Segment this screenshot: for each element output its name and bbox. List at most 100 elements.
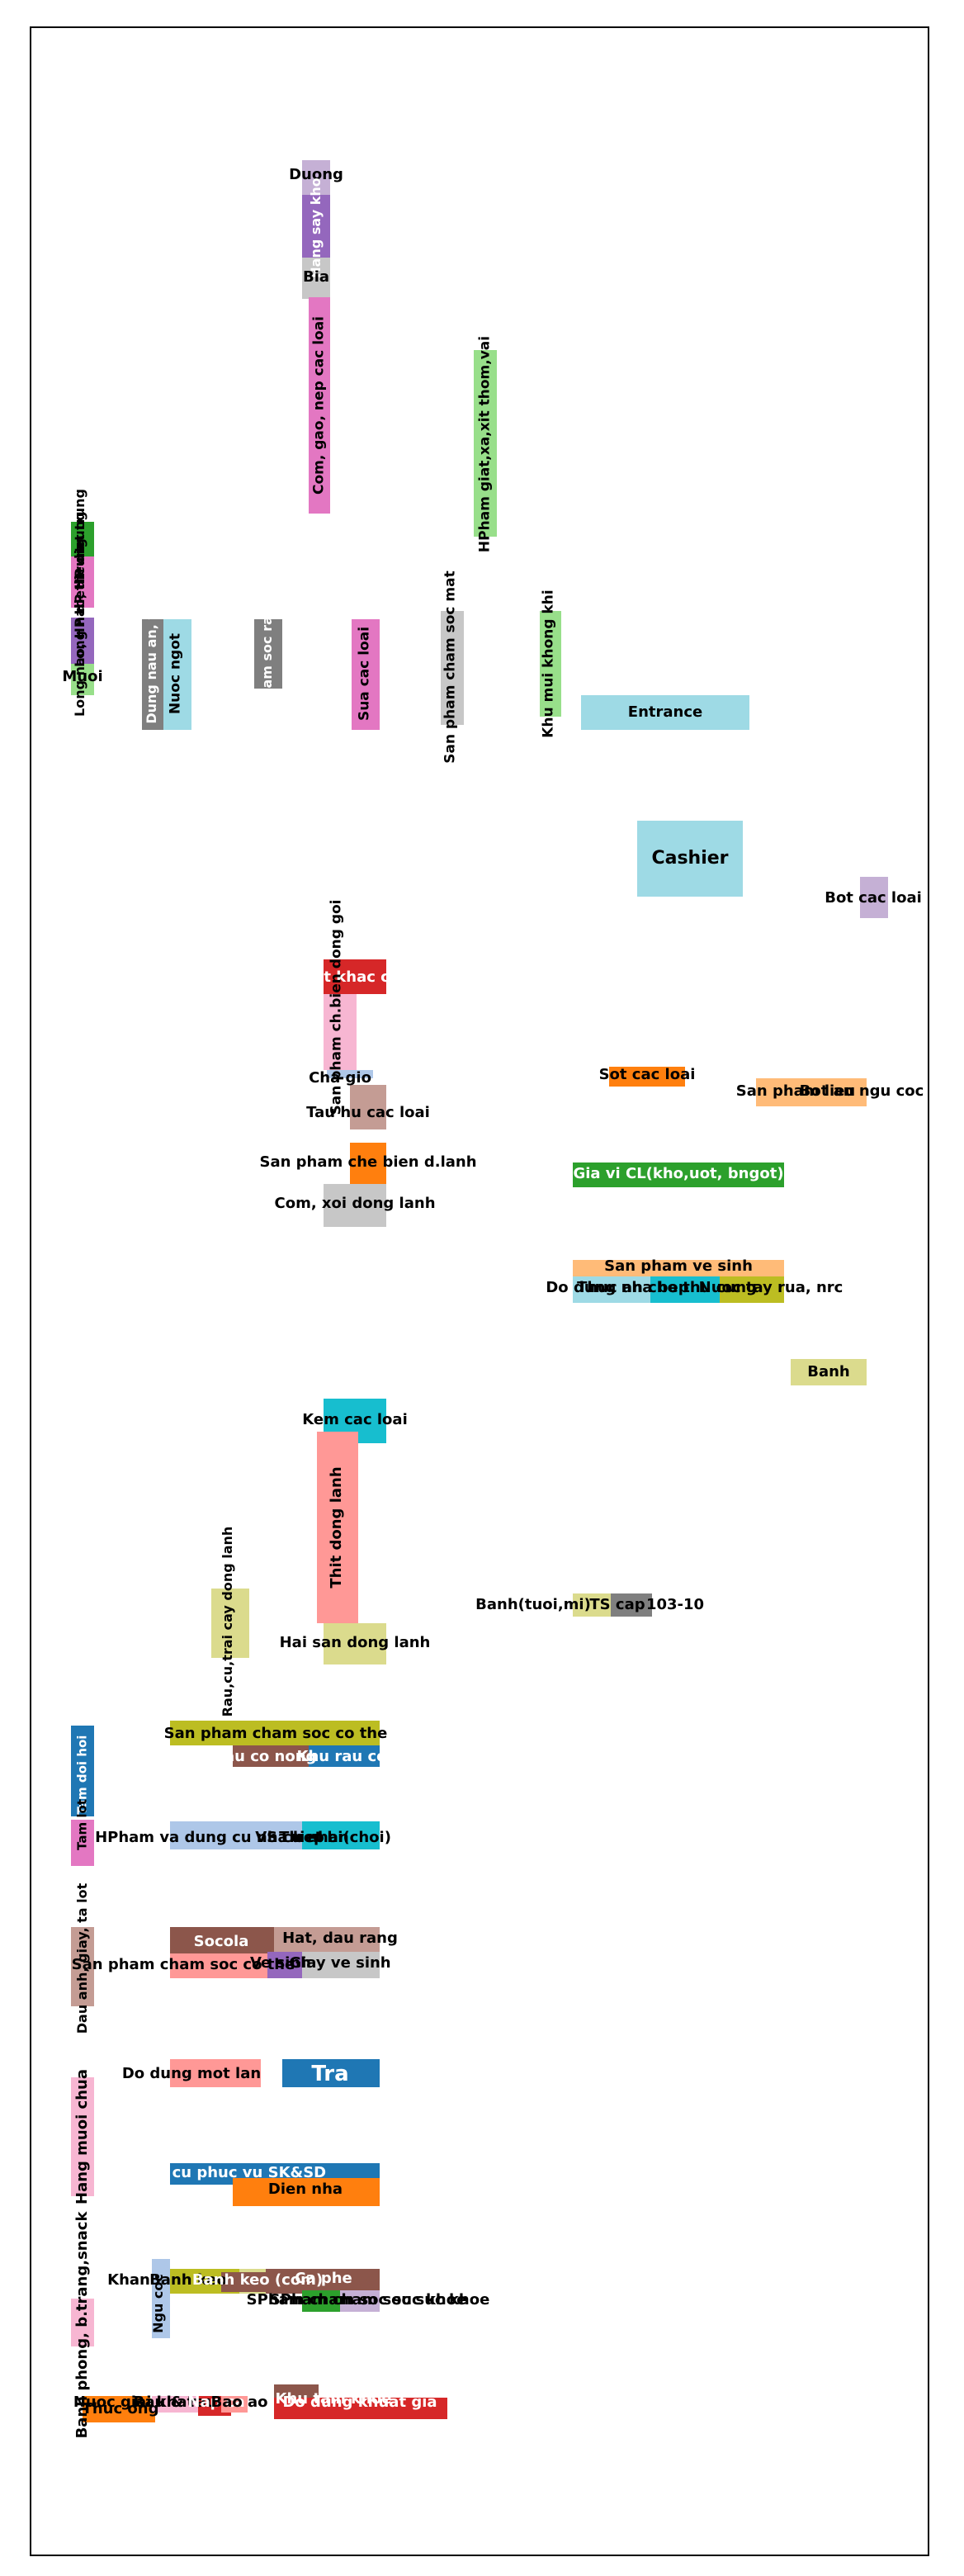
zone-bia bbox=[302, 258, 330, 299]
zone-dien-nha bbox=[233, 2178, 380, 2206]
zone-label-vs-cu-nhan: VS cu nhan bbox=[255, 1829, 349, 1846]
zone-label-sot-cac-loai: Sot cac loai bbox=[598, 1066, 696, 1083]
zone-label-do-dung-khuat-gia: Do dung khuat gia bbox=[282, 2394, 437, 2411]
zone-label-banh-tuoi-mi: Banh(tuoi,mi) bbox=[475, 1596, 591, 1613]
zone-label-khu-tam-khoe: Khu tam khoe bbox=[275, 2390, 392, 2408]
zone-label-do-dung-nha-bep: Do dung nha bep bbox=[546, 1279, 689, 1296]
zone-label-nuoc-giai-khat: Nuoc giai khat bbox=[73, 2394, 195, 2411]
zone-label-muoi: Muoi bbox=[62, 668, 103, 685]
zone-label-dien-nha: Dien nha bbox=[267, 2181, 343, 2198]
zone-label-ca-phe: Ca phe bbox=[295, 2270, 352, 2287]
zone-label-nuoc-tay-rua-nrc: Nuoc tay rua, nrc bbox=[698, 1279, 844, 1296]
zone-label-khan: Khan bbox=[107, 2271, 150, 2289]
zone-label-bia: Bia bbox=[302, 268, 330, 286]
zone-label-dat-khac-cac: Dat khac cac bbox=[301, 968, 409, 986]
zone-label-hpham-va-dung-cu-nha-bep: HPham va dung cu nha bep bbox=[95, 1829, 324, 1846]
zone-dat-khac-cac bbox=[324, 959, 386, 994]
zone-nuoc-tay-rua-nrc bbox=[720, 1276, 784, 1303]
zone-label-thuc-an-cho-thu-cung: Thuc an cho thu cung bbox=[577, 1279, 757, 1296]
zone-thiet-bi-choi bbox=[302, 1821, 380, 1849]
zone-banh-keo-com bbox=[221, 2272, 269, 2292]
zone-gia-vi-cl-kho-uot-bngot bbox=[573, 1163, 784, 1187]
zone-label-hang-muoi-chua: Hang muoi chua bbox=[73, 2069, 91, 2204]
zone-label-tau-hu-cac-loai: Tau hu cac loai bbox=[306, 1104, 430, 1121]
floor-plan-frame bbox=[30, 26, 929, 2556]
zone-entrance bbox=[581, 695, 749, 730]
zone-label-rau-rau: Rau & rau bbox=[133, 2394, 217, 2411]
zone-banh bbox=[791, 1359, 867, 1385]
zone-label-bot-cac-loai: Bot cac loai bbox=[825, 889, 922, 907]
zone-label-103-10: 103-10 bbox=[645, 1596, 705, 1613]
zone-spham-cham-soc-suc-khoe bbox=[340, 2290, 380, 2312]
zone-hpham-va-dung-cu-nha-bep bbox=[170, 1821, 312, 1849]
zone-label-socola: Socola bbox=[193, 1933, 249, 1950]
zone-san-pham-ch-bien-dong-goi bbox=[324, 994, 357, 1070]
zone-lau-co-nong bbox=[233, 1745, 309, 1767]
zone-label-dung-cu-phuc-vu-sk-sd: Dung cu phuc vu SK&SD bbox=[122, 2164, 327, 2181]
zone-cashier bbox=[637, 821, 743, 897]
zone-label-thiet-bi-choi: Thiet bi(choi) bbox=[279, 1829, 391, 1846]
zone-label-long-nao-hp-diet-trung: Long nao, HP diet trung bbox=[72, 538, 87, 717]
zone-hai-san-dong-lanh bbox=[324, 1623, 386, 1664]
zone-label-khu-rau-co: Khu rau co bbox=[296, 1748, 387, 1765]
zone-hat-dau-rang bbox=[274, 1927, 380, 1953]
zone-banh-phong-b-trang-snack bbox=[71, 2299, 94, 2346]
zone-label-san-pham-cham-soc-co-the: San pham cham soc co the bbox=[163, 1725, 388, 1742]
zone-label-lau-co-nong: Lau co nong bbox=[215, 1748, 317, 1765]
zone-label-spham-cham-soc-suc-khoe: SPham cham soc suc khoe bbox=[246, 2291, 467, 2308]
zone-nuoc-ngot bbox=[163, 619, 191, 730]
zone-label-thit-dong-lanh: Thit dong lanh bbox=[328, 1466, 345, 1589]
zone-label-bot-an-ngu-coc: Bot an ngu coc bbox=[799, 1082, 924, 1100]
zone-label-nap-ca: Nap ca bbox=[187, 2394, 245, 2411]
zone-label-san-pham-ve-sinh: San pham ve sinh bbox=[604, 1257, 753, 1275]
zone-label-hai-san-dong-lanh: Hai san dong lanh bbox=[279, 1634, 431, 1651]
zone-san-pham-cham-soc-co-the bbox=[170, 1953, 269, 1978]
zone-label-san-pham-cham-soc-co-the: San pham cham soc co the bbox=[71, 1956, 295, 1973]
zone-hang-muoi-chua bbox=[71, 2077, 94, 2196]
zone-thuc-an-cho-thu-cung bbox=[650, 1276, 720, 1303]
zone-bot-cac-loai bbox=[860, 877, 888, 918]
zone-san-pham-cham-soc-co-the bbox=[170, 1721, 380, 1745]
zone-sot-cac-loai bbox=[609, 1067, 685, 1087]
zone-label-hang-say-kho: Hang say kho bbox=[308, 178, 324, 278]
zone-muoi bbox=[71, 664, 94, 695]
zone-bot-an-ngu-coc bbox=[756, 1078, 867, 1106]
zone-hp-dieu-trung bbox=[71, 522, 94, 556]
zone-ve-sinh bbox=[267, 1952, 304, 1978]
zone-label-gia-vi-cl-kho-uot-bngot: Gia vi CL(kho,uot, bngot) bbox=[573, 1165, 784, 1182]
zone-long-nao-hp-diet-trung bbox=[71, 556, 94, 608]
zone-hpham-giat-xa-xit-thom-vai bbox=[474, 350, 497, 537]
zone-label-rau-cu-trai-cay-dong-lanh: Rau,cu,trai cay dong lanh bbox=[220, 1526, 235, 1717]
zone-dung-nau-an-v bbox=[142, 619, 163, 730]
zone-label-san-pham-cham-soc-mat: San pham cham soc mat bbox=[442, 571, 459, 764]
zone-label-bao-ao: Bao ao bbox=[210, 2394, 268, 2411]
zone-label-spham-cham-soc-suc-khoe: SPham cham soc suc khoe bbox=[269, 2291, 490, 2308]
zone-long-nao-hp-diet-trung bbox=[71, 618, 94, 664]
zone-label-khu-mui-khong-khi: Khu mui khong khi bbox=[540, 590, 557, 738]
zone-label-sua-cac-loai: Sua cac loai bbox=[356, 626, 373, 722]
zone-rau-cu-trai-cay-dong-lanh bbox=[211, 1589, 249, 1658]
zone-spham-cham-soc-suc-khoe bbox=[302, 2290, 340, 2312]
zone-san-pham-che-bien-d-lanh bbox=[350, 1143, 386, 1184]
zone-cha-gio bbox=[327, 1070, 373, 1078]
zone-khu-mui-khong-khi bbox=[540, 611, 561, 717]
zone-label-san-pham-che-bien-d-lanh: San pham che bien d.lanh bbox=[259, 1153, 477, 1171]
zone-dau-anh-giay-ta-lot bbox=[71, 1927, 94, 2006]
zone-label-kem-cac-loai: Kem cac loai bbox=[302, 1411, 408, 1428]
zone-label-ts-cap: TS cap bbox=[589, 1596, 645, 1613]
zone-tra bbox=[282, 2059, 380, 2087]
zone-label-com-gao-nep-cac-loai: Com, gao, nep cac loai bbox=[310, 315, 328, 495]
zone-label-com-xoi-dong-lanh: Com, xoi dong lanh bbox=[274, 1195, 436, 1212]
zone-label-tam-lot: Tam lot bbox=[74, 1799, 90, 1850]
zone-label-do-dung-mot-lan: Do dung mot lan bbox=[121, 2065, 262, 2082]
zone-com-xoi-dong-lanh bbox=[324, 1184, 386, 1227]
zone-label-cashier: Cashier bbox=[651, 848, 729, 869]
zone-thit-dong-lanh bbox=[317, 1432, 358, 1623]
zone-cham-soc-rang bbox=[254, 619, 282, 689]
zone-tau-hu-cac-loai bbox=[350, 1085, 386, 1129]
zone-label-duong: Duong bbox=[289, 166, 343, 183]
zone-label-dung-nau-an-v: Dung nau an, v. bbox=[144, 607, 159, 724]
zone-thuc-ong bbox=[83, 2404, 155, 2422]
zone-hang-say-kho bbox=[302, 195, 330, 258]
